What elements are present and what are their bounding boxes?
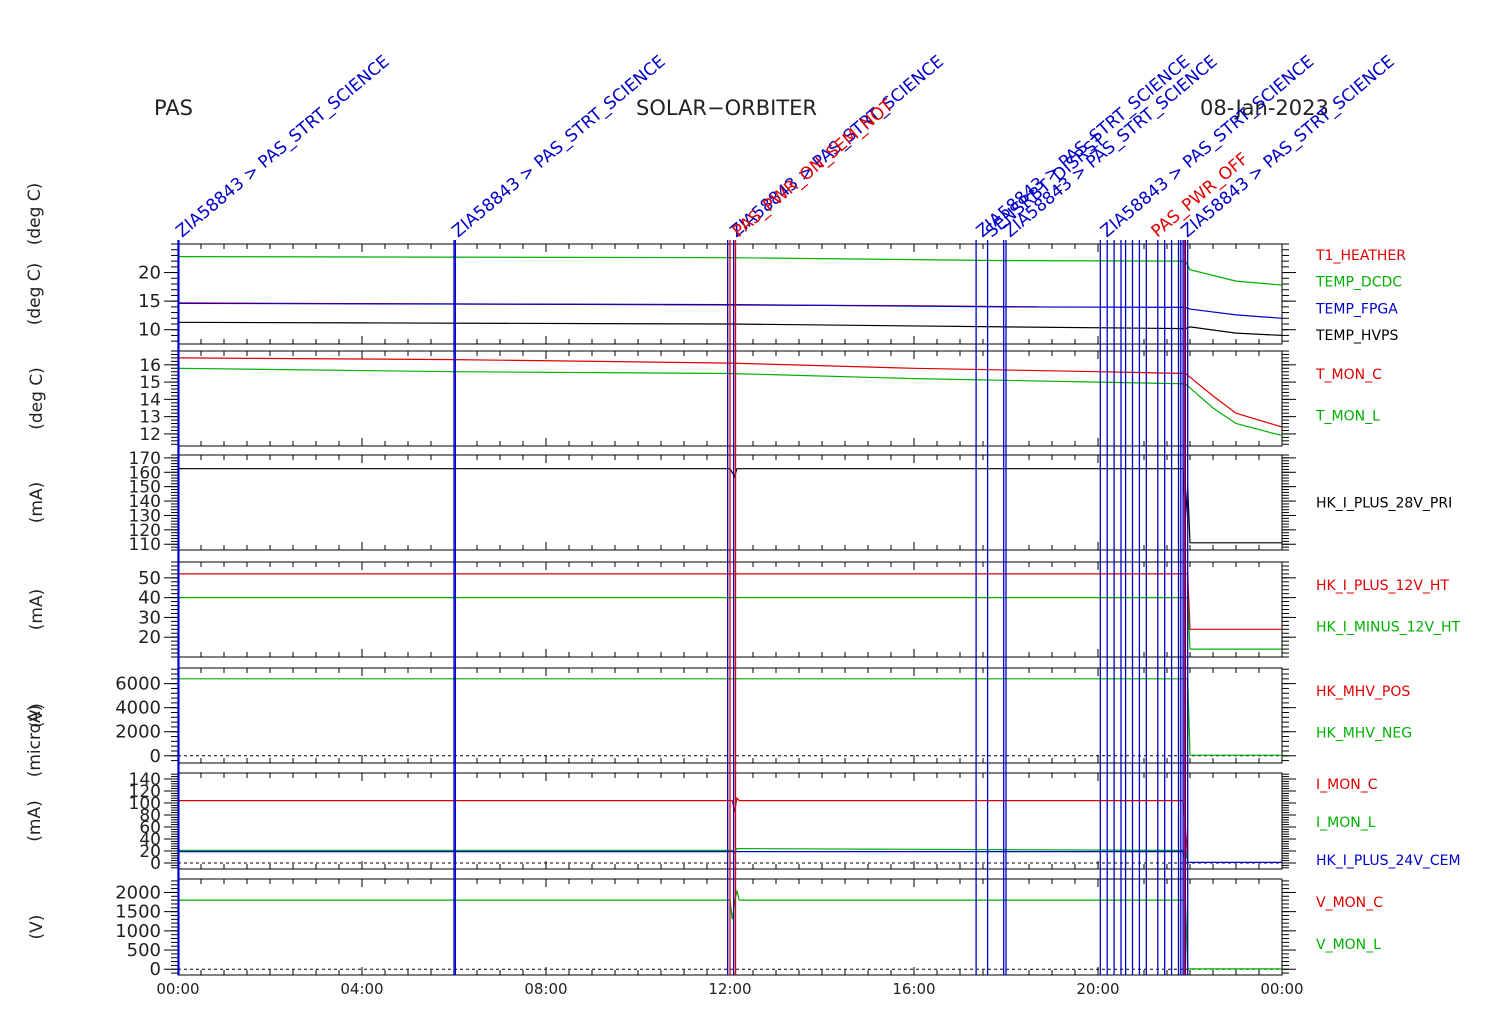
y-axis-label: (deg C) bbox=[25, 263, 45, 326]
mission-title: SOLAR−ORBITER bbox=[636, 96, 818, 120]
series-line-temp_hvps bbox=[177, 321, 1283, 336]
legend-entry: TEMP_HVPS bbox=[1315, 328, 1398, 344]
x-tick-label: 00:00 bbox=[1260, 980, 1303, 998]
series-line-hk_i_minus_12v_ht bbox=[178, 597, 1282, 650]
y-tick-label: 50 bbox=[138, 568, 161, 589]
y-tick-label: 1000 bbox=[115, 921, 161, 942]
series-line-v_mon_l bbox=[178, 890, 1282, 970]
legend-entry: HK_MHV_POS bbox=[1316, 684, 1410, 700]
y-tick-label: 40 bbox=[139, 830, 161, 850]
y-tick-label: 0 bbox=[150, 746, 161, 767]
event-marker-label: ZIA58843 > PAS_STRT_SCIENCE bbox=[448, 52, 669, 242]
legend-entry: HK_I_MINUS_12V_HT bbox=[1316, 619, 1461, 635]
y-axis-label: (mA) bbox=[25, 800, 45, 841]
y-axis-label: (microA) bbox=[25, 705, 45, 778]
y-tick-label: 10 bbox=[138, 320, 161, 341]
y-tick-label: 110 bbox=[129, 535, 161, 555]
y-tick-label: 170 bbox=[129, 449, 161, 469]
legend-entry: HK_I_PLUS_24V_CEM bbox=[1316, 853, 1461, 869]
y-tick-label: 4000 bbox=[115, 698, 161, 719]
series-line-hk_i_plus_12v_ht bbox=[178, 573, 1282, 630]
y-tick-label: 2000 bbox=[115, 722, 161, 743]
y-tick-label: 140 bbox=[129, 492, 161, 512]
legend-entry: V_MON_L bbox=[1316, 937, 1381, 953]
y-tick-label: 120 bbox=[129, 782, 161, 802]
legend-entry: HK_MHV_NEG bbox=[1316, 725, 1412, 741]
y-tick-label: 500 bbox=[127, 940, 161, 961]
legend-entry: T_MON_C bbox=[1315, 367, 1382, 383]
x-tick-label: 00:00 bbox=[156, 980, 199, 998]
y-tick-label: 16 bbox=[139, 356, 161, 376]
y-tick-label: 120 bbox=[129, 521, 161, 541]
series-line-t_mon_l bbox=[177, 367, 1283, 437]
y-axis-label: (mA) bbox=[27, 482, 47, 523]
x-tick-label: 12:00 bbox=[708, 980, 751, 998]
legend-entry: V_MON_C bbox=[1316, 895, 1383, 911]
series-line-t_mon_c bbox=[177, 357, 1283, 428]
y-tick-label: 6000 bbox=[115, 674, 161, 695]
y-tick-label: 80 bbox=[139, 806, 161, 826]
y-tick-label: 60 bbox=[139, 818, 161, 838]
y-tick-label: 0 bbox=[150, 959, 161, 980]
legend-entry: HK_I_PLUS_12V_HT bbox=[1316, 578, 1449, 594]
y-tick-label: 12 bbox=[139, 425, 161, 445]
event-marker-label: ZIA58843 > PAS_STRT_SCIENCE bbox=[172, 52, 393, 242]
y-tick-label: 160 bbox=[129, 463, 161, 483]
legend-entry: I_MON_L bbox=[1316, 815, 1376, 831]
y-axis-label: (deg C) bbox=[25, 183, 45, 246]
y-tick-label: 40 bbox=[138, 588, 161, 609]
y-tick-label: 140 bbox=[129, 770, 161, 790]
legend-entry: I_MON_C bbox=[1316, 777, 1378, 793]
x-tick-label: 04:00 bbox=[340, 980, 383, 998]
legend-entry: T_MON_L bbox=[1315, 408, 1380, 424]
legend-entry: T1_HEATHER bbox=[1315, 248, 1406, 264]
y-tick-label: 20 bbox=[138, 627, 161, 648]
y-tick-label: 2000 bbox=[115, 882, 161, 903]
y-axis-label: (V) bbox=[27, 915, 47, 940]
y-tick-label: 150 bbox=[129, 478, 161, 498]
event-marker-label: PAS_PWR_ON_SEM_NOT bbox=[729, 95, 898, 241]
date-title: 08-Jan-2023 bbox=[1200, 96, 1329, 120]
y-tick-label: 20 bbox=[139, 842, 161, 862]
x-tick-label: 20:00 bbox=[1076, 980, 1119, 998]
y-tick-label: 15 bbox=[139, 373, 161, 393]
y-tick-label: 0 bbox=[150, 854, 161, 874]
y-tick-label: 1500 bbox=[115, 902, 161, 923]
legend-entry: HK_I_PLUS_28V_PRI bbox=[1316, 496, 1452, 512]
legend-entry: TEMP_DCDC bbox=[1315, 275, 1402, 291]
y-tick-label: 100 bbox=[129, 794, 161, 814]
series-line-i_mon_l bbox=[178, 847, 1189, 862]
y-tick-label: 14 bbox=[139, 390, 161, 410]
y-axis-label: (mA) bbox=[27, 589, 47, 630]
y-tick-label: 30 bbox=[138, 607, 161, 628]
legend-entry: TEMP_FPGA bbox=[1315, 301, 1398, 317]
x-tick-label: 08:00 bbox=[524, 980, 567, 998]
y-tick-label: 130 bbox=[129, 506, 161, 526]
x-tick-label: 16:00 bbox=[892, 980, 935, 998]
y-tick-label: 15 bbox=[138, 291, 161, 312]
y-axis-label: (V) bbox=[27, 703, 47, 728]
series-line-hk_mhv_neg bbox=[178, 678, 1282, 756]
y-tick-label: 20 bbox=[138, 263, 161, 284]
y-axis-label: (deg C) bbox=[27, 367, 47, 430]
y-tick-label: 13 bbox=[139, 408, 161, 428]
instrument-title: PAS bbox=[154, 96, 194, 120]
